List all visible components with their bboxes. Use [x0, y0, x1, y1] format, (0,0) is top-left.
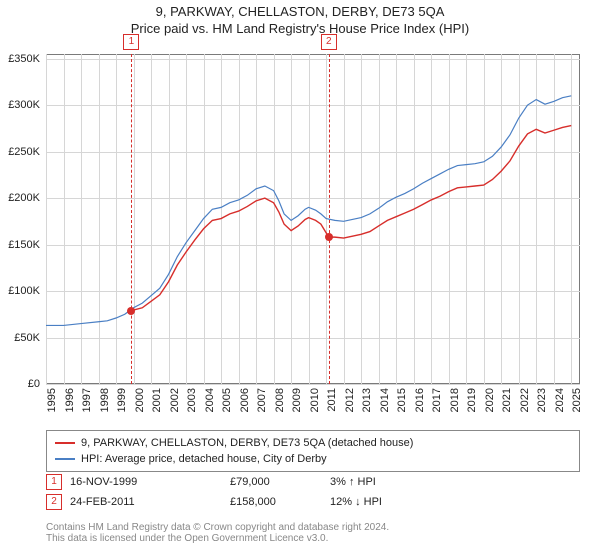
event-row: 2 24-FEB-2011£158,00012% ↓ HPI [46, 492, 420, 512]
events-table: 1 16-NOV-1999£79,0003% ↑ HPI 2 24-FEB-2011£… [46, 472, 420, 512]
x-tick-label: 2010 [309, 388, 321, 412]
gridline-h [46, 384, 580, 385]
series-svg [46, 54, 580, 384]
event-marker-dot [325, 233, 333, 241]
x-tick-label: 1998 [99, 388, 111, 412]
event-marker-line [329, 54, 330, 384]
legend-swatch [55, 442, 75, 444]
y-tick-label: £100K [8, 285, 46, 297]
x-tick-label: 2011 [326, 388, 338, 412]
x-tick-label: 2021 [501, 388, 513, 412]
x-tick-label: 1995 [46, 388, 58, 412]
x-tick-label: 2018 [449, 388, 461, 412]
y-tick-label: £350K [8, 53, 46, 65]
x-tick-label: 2002 [169, 388, 181, 412]
event-row-delta: 12% ↓ HPI [330, 496, 420, 508]
event-row-date: 16-NOV-1999 [70, 476, 230, 488]
chart-title-line1: 9, PARKWAY, CHELLASTON, DERBY, DE73 5QA [0, 0, 600, 19]
x-tick-label: 2012 [344, 388, 356, 412]
event-row-price: £158,000 [230, 496, 330, 508]
legend-box: 9, PARKWAY, CHELLASTON, DERBY, DE73 5QA … [46, 430, 580, 472]
y-tick-label: £0 [28, 378, 46, 390]
x-tick-label: 2014 [379, 388, 391, 412]
x-tick-label: 2000 [134, 388, 146, 412]
y-tick-label: £250K [8, 146, 46, 158]
license-line1: Contains HM Land Registry data © Crown c… [46, 522, 389, 533]
x-tick-label: 2025 [571, 388, 583, 412]
legend-label: HPI: Average price, detached house, City… [81, 451, 327, 467]
x-tick-label: 1999 [116, 388, 128, 412]
legend-row: HPI: Average price, detached house, City… [55, 451, 571, 467]
x-tick-label: 2020 [484, 388, 496, 412]
x-tick-label: 1996 [64, 388, 76, 412]
x-tick-label: 2023 [536, 388, 548, 412]
event-marker-line [131, 54, 132, 384]
x-tick-label: 2003 [186, 388, 198, 412]
y-tick-label: £50K [14, 332, 46, 344]
event-row-date: 24-FEB-2011 [70, 496, 230, 508]
x-tick-label: 2006 [239, 388, 251, 412]
legend-swatch [55, 458, 75, 460]
event-marker-label: 1 [123, 34, 139, 50]
x-tick-label: 2024 [554, 388, 566, 412]
event-marker-dot [127, 307, 135, 315]
x-tick-label: 2016 [414, 388, 426, 412]
x-tick-label: 2015 [396, 388, 408, 412]
series-hpi [46, 96, 571, 326]
x-tick-label: 1997 [81, 388, 93, 412]
x-tick-label: 2017 [431, 388, 443, 412]
chart-plot-area: £0£50K£100K£150K£200K£250K£300K£350K1995… [46, 54, 580, 384]
event-row-marker: 1 [46, 474, 62, 490]
x-tick-label: 2019 [466, 388, 478, 412]
legend-label: 9, PARKWAY, CHELLASTON, DERBY, DE73 5QA … [81, 435, 413, 451]
x-tick-label: 2022 [519, 388, 531, 412]
series-property [131, 126, 571, 311]
x-tick-label: 2013 [361, 388, 373, 412]
event-row: 1 16-NOV-1999£79,0003% ↑ HPI [46, 472, 420, 492]
y-tick-label: £300K [8, 99, 46, 111]
x-tick-label: 2008 [274, 388, 286, 412]
x-tick-label: 2001 [151, 388, 163, 412]
event-row-delta: 3% ↑ HPI [330, 476, 420, 488]
y-tick-label: £200K [8, 192, 46, 204]
x-tick-label: 2007 [256, 388, 268, 412]
legend-row: 9, PARKWAY, CHELLASTON, DERBY, DE73 5QA … [55, 435, 571, 451]
event-row-marker: 2 [46, 494, 62, 510]
x-tick-label: 2009 [291, 388, 303, 412]
license-line2: This data is licensed under the Open Gov… [46, 533, 389, 544]
x-tick-label: 2005 [221, 388, 233, 412]
chart-title-line2: Price paid vs. HM Land Registry's House … [0, 19, 600, 36]
event-marker-label: 2 [321, 34, 337, 50]
license-text: Contains HM Land Registry data © Crown c… [46, 522, 389, 544]
event-row-price: £79,000 [230, 476, 330, 488]
y-tick-label: £150K [8, 239, 46, 251]
x-tick-label: 2004 [204, 388, 216, 412]
